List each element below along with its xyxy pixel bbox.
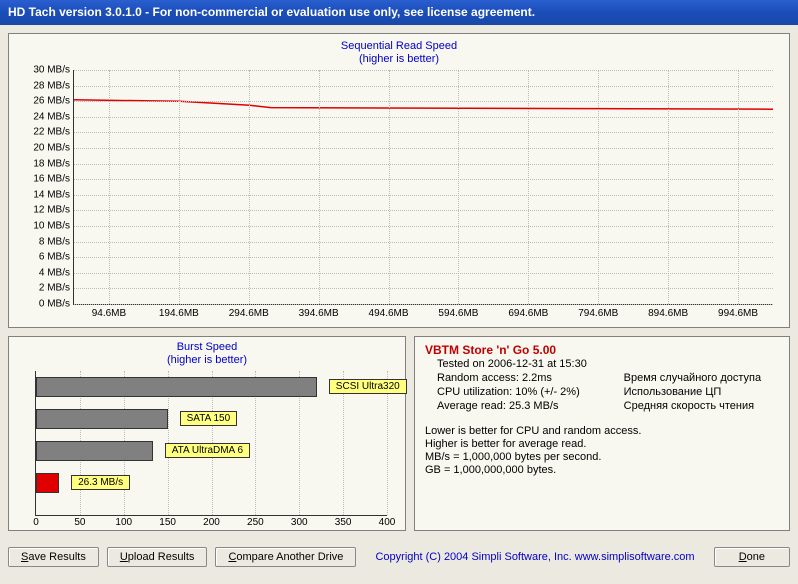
y-axis-label: 0 MB/s bbox=[39, 299, 74, 310]
y-axis-label: 4 MB/s bbox=[39, 267, 74, 278]
x-axis-label: 194.6MB bbox=[159, 304, 199, 319]
burst-bar-label: ATA UltraDMA 6 bbox=[165, 443, 250, 458]
note3: MB/s = 1,000,000 bytes per second. bbox=[425, 451, 779, 464]
seq-chart-area: 30 MB/s28 MB/s26 MB/s24 MB/s22 MB/s20 MB… bbox=[73, 70, 773, 305]
seq-subtitle: (higher is better) bbox=[15, 53, 783, 66]
bottom-bar: Save Results Upload Results Compare Anot… bbox=[0, 539, 798, 575]
y-axis-label: 2 MB/s bbox=[39, 283, 74, 294]
notes: Lower is better for CPU and random acces… bbox=[425, 425, 779, 477]
burst-title: Burst Speed bbox=[17, 341, 397, 354]
x-axis-label: 894.6MB bbox=[648, 304, 688, 319]
x-axis-label: 594.6MB bbox=[438, 304, 478, 319]
tested-line: Tested on 2006-12-31 at 15:30 bbox=[437, 357, 779, 371]
compare-drive-button[interactable]: Compare Another Drive bbox=[215, 547, 356, 567]
y-axis-label: 16 MB/s bbox=[33, 174, 74, 185]
seq-title: Sequential Read Speed bbox=[15, 40, 783, 53]
burst-bar-label: SCSI Ultra320 bbox=[329, 379, 407, 394]
burst-bar bbox=[36, 473, 59, 493]
gridline-v bbox=[249, 70, 250, 304]
device-name: VBTM Store 'n' Go 5.00 bbox=[425, 343, 779, 357]
gridline-v bbox=[738, 70, 739, 304]
gridline-v bbox=[319, 70, 320, 304]
x-axis-label: 994.6MB bbox=[718, 304, 758, 319]
x-axis-label: 150 bbox=[159, 515, 176, 528]
y-axis-label: 24 MB/s bbox=[33, 111, 74, 122]
burst-bar-label: SATA 150 bbox=[180, 411, 238, 426]
x-axis-label: 494.6MB bbox=[369, 304, 409, 319]
x-axis-label: 400 bbox=[379, 515, 396, 528]
note4: GB = 1,000,000,000 bytes. bbox=[425, 464, 779, 477]
y-axis-label: 26 MB/s bbox=[33, 96, 74, 107]
gridline-v bbox=[389, 70, 390, 304]
main-content: Sequential Read Speed (higher is better)… bbox=[0, 25, 798, 539]
y-axis-label: 28 MB/s bbox=[33, 80, 74, 91]
y-axis-label: 20 MB/s bbox=[33, 142, 74, 153]
note2: Higher is better for average read. bbox=[425, 438, 779, 451]
x-axis-label: 294.6MB bbox=[229, 304, 269, 319]
x-axis-label: 0 bbox=[33, 515, 39, 528]
y-axis-label: 12 MB/s bbox=[33, 205, 74, 216]
gridline-v bbox=[458, 70, 459, 304]
burst-bar bbox=[36, 377, 317, 397]
x-axis-label: 250 bbox=[247, 515, 264, 528]
gridline-v bbox=[668, 70, 669, 304]
note1: Lower is better for CPU and random acces… bbox=[425, 425, 779, 438]
lower-row: Burst Speed (higher is better) 050100150… bbox=[8, 336, 790, 531]
y-axis-label: 22 MB/s bbox=[33, 127, 74, 138]
x-axis-label: 50 bbox=[74, 515, 85, 528]
random-access-ru: Время случайного доступа bbox=[624, 371, 779, 385]
info-panel: VBTM Store 'n' Go 5.00 Tested on 2006-12… bbox=[414, 336, 790, 531]
gridline-v bbox=[109, 70, 110, 304]
burst-bar-label: 26.3 MB/s bbox=[71, 475, 130, 490]
x-axis-label: 394.6MB bbox=[299, 304, 339, 319]
y-axis-label: 30 MB/s bbox=[33, 65, 74, 76]
done-button[interactable]: Done bbox=[714, 547, 790, 567]
random-access: Random access: 2.2ms bbox=[437, 371, 598, 385]
avg-read-ru: Средняя скорость чтения bbox=[624, 399, 779, 413]
cpu-util-ru: Использование ЦП bbox=[624, 385, 779, 399]
burst-bar bbox=[36, 409, 168, 429]
upload-results-button[interactable]: Upload Results bbox=[107, 547, 208, 567]
cpu-util: CPU utilization: 10% (+/- 2%) bbox=[437, 385, 598, 399]
titlebar: HD Tach version 3.0.1.0 - For non-commer… bbox=[0, 0, 798, 25]
x-axis-label: 100 bbox=[115, 515, 132, 528]
x-axis-label: 350 bbox=[335, 515, 352, 528]
gridline-v bbox=[179, 70, 180, 304]
y-axis-label: 14 MB/s bbox=[33, 189, 74, 200]
x-axis-label: 794.6MB bbox=[578, 304, 618, 319]
y-axis-label: 6 MB/s bbox=[39, 252, 74, 263]
burst-subtitle: (higher is better) bbox=[17, 354, 397, 367]
gridline-v bbox=[528, 70, 529, 304]
burst-speed-panel: Burst Speed (higher is better) 050100150… bbox=[8, 336, 406, 531]
x-axis-label: 200 bbox=[203, 515, 220, 528]
burst-chart-area: 050100150200250300350400SCSI Ultra320SAT… bbox=[35, 371, 387, 516]
avg-read: Average read: 25.3 MB/s bbox=[437, 399, 598, 413]
gridline-v bbox=[598, 70, 599, 304]
x-axis-label: 300 bbox=[291, 515, 308, 528]
y-axis-label: 8 MB/s bbox=[39, 236, 74, 247]
window-title: HD Tach version 3.0.1.0 - For non-commer… bbox=[8, 5, 535, 19]
x-axis-label: 94.6MB bbox=[92, 304, 126, 319]
x-axis-label: 694.6MB bbox=[508, 304, 548, 319]
copyright: Copyright (C) 2004 Simpli Software, Inc.… bbox=[375, 551, 694, 563]
sequential-read-panel: Sequential Read Speed (higher is better)… bbox=[8, 33, 790, 328]
burst-bar bbox=[36, 441, 153, 461]
y-axis-label: 18 MB/s bbox=[33, 158, 74, 169]
y-axis-label: 10 MB/s bbox=[33, 220, 74, 231]
save-results-button[interactable]: Save Results bbox=[8, 547, 99, 567]
